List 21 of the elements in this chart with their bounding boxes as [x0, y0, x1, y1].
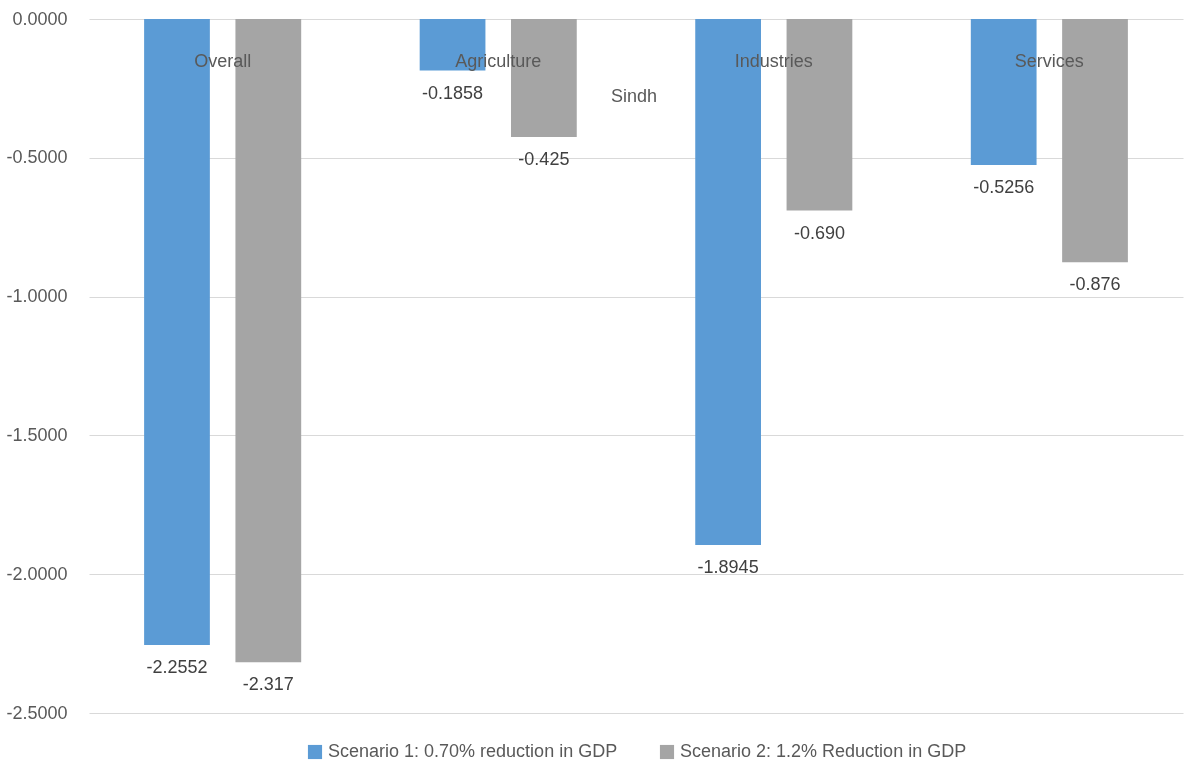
data-label: -0.1858 [422, 82, 484, 103]
legend-label: Scenario 1: 0.70% reduction in GDP [328, 741, 618, 761]
y-tick-label: -1.5000 [6, 424, 68, 445]
x-tick-label: Agriculture [455, 50, 542, 71]
data-label: -0.876 [1069, 274, 1121, 295]
y-tick-label: -0.5000 [6, 147, 68, 168]
x-tick-label: Services [1014, 50, 1084, 71]
data-label: -0.425 [518, 148, 570, 169]
data-label: -2.317 [242, 674, 294, 695]
x-tick-label: Industries [734, 50, 813, 71]
y-tick-label: -2.5000 [6, 702, 68, 723]
data-label: -1.8945 [697, 556, 759, 577]
data-label: -2.2552 [146, 657, 208, 678]
data-label: -0.690 [793, 222, 845, 243]
data-label: -0.5256 [973, 176, 1035, 197]
y-tick-label: -2.0000 [6, 563, 68, 584]
y-tick-label: -1.0000 [6, 286, 68, 307]
y-tick-label: 0.0000 [12, 8, 68, 29]
x-tick-label: Overall [194, 50, 252, 71]
legend-label: Scenario 2: 1.2% Reduction in GDP [680, 741, 967, 761]
annotation: Sindh [610, 86, 658, 106]
